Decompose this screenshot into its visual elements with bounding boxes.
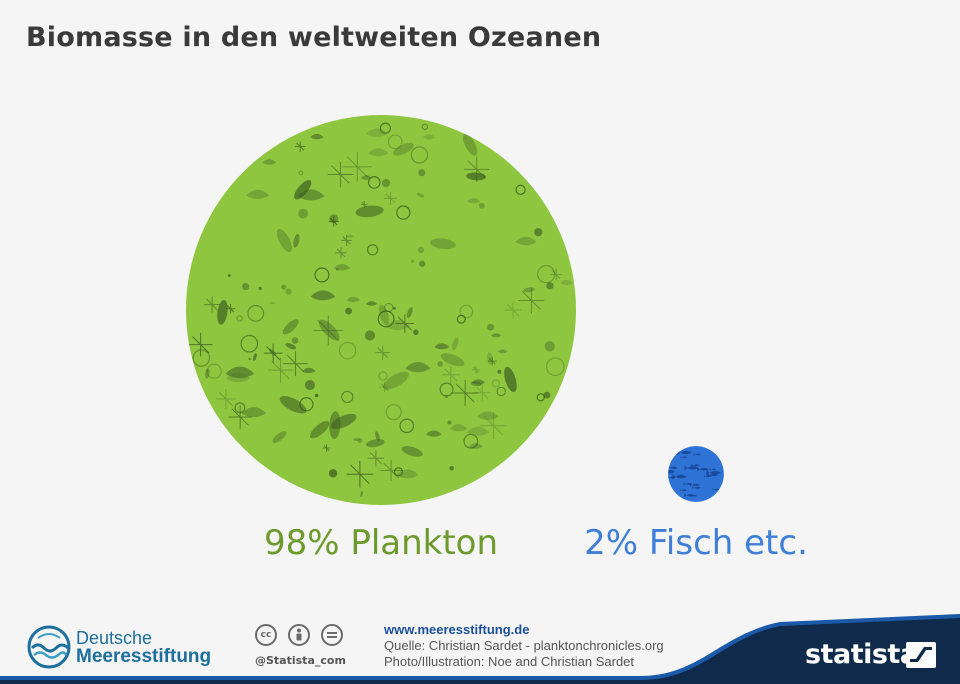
fish-bubble	[668, 446, 724, 502]
statista-handle: @Statista_com	[255, 654, 346, 667]
equals-icon	[321, 624, 343, 646]
meeresstiftung-logo[interactable]: Deutsche Meeresstiftung	[26, 624, 226, 674]
publisher-name-line1: Deutsche	[76, 628, 153, 648]
plankton-bubble	[186, 115, 576, 505]
bubble-chart: 98% Plankton 2% Fisch etc.	[186, 115, 808, 563]
photo-credit: Photo/Illustration: Noe and Christian Sa…	[384, 654, 635, 669]
statista-logo-text[interactable]: statista	[805, 639, 918, 670]
footer: Deutsche Meeresstiftung cc @Statista_com…	[0, 606, 960, 684]
statista-footer-band	[0, 614, 960, 684]
cc-icon: cc	[255, 624, 277, 646]
plankton-label: 98% Plankton	[264, 523, 498, 563]
chart-title: Biomasse in den weltweiten Ozeanen	[26, 22, 602, 53]
credits: www.meeresstiftung.de Quelle: Christian …	[384, 622, 664, 670]
publisher-name-line2: Meeresstiftung	[76, 646, 212, 667]
person-icon	[288, 624, 310, 646]
fish-label: 2% Fisch etc.	[584, 523, 808, 563]
fish-bubble-circle	[668, 446, 724, 502]
globe-wave-icon	[27, 625, 71, 669]
source-note: Quelle: Christian Sardet - planktonchron…	[384, 638, 664, 653]
plankton-illustration	[188, 122, 573, 497]
statista-logo-icon[interactable]	[906, 642, 936, 668]
creative-commons-license[interactable]: cc @Statista_com	[255, 624, 355, 674]
plankton-bubble-circle	[186, 115, 576, 505]
website-link[interactable]: www.meeresstiftung.de	[384, 622, 530, 637]
fish-illustration	[668, 449, 722, 498]
